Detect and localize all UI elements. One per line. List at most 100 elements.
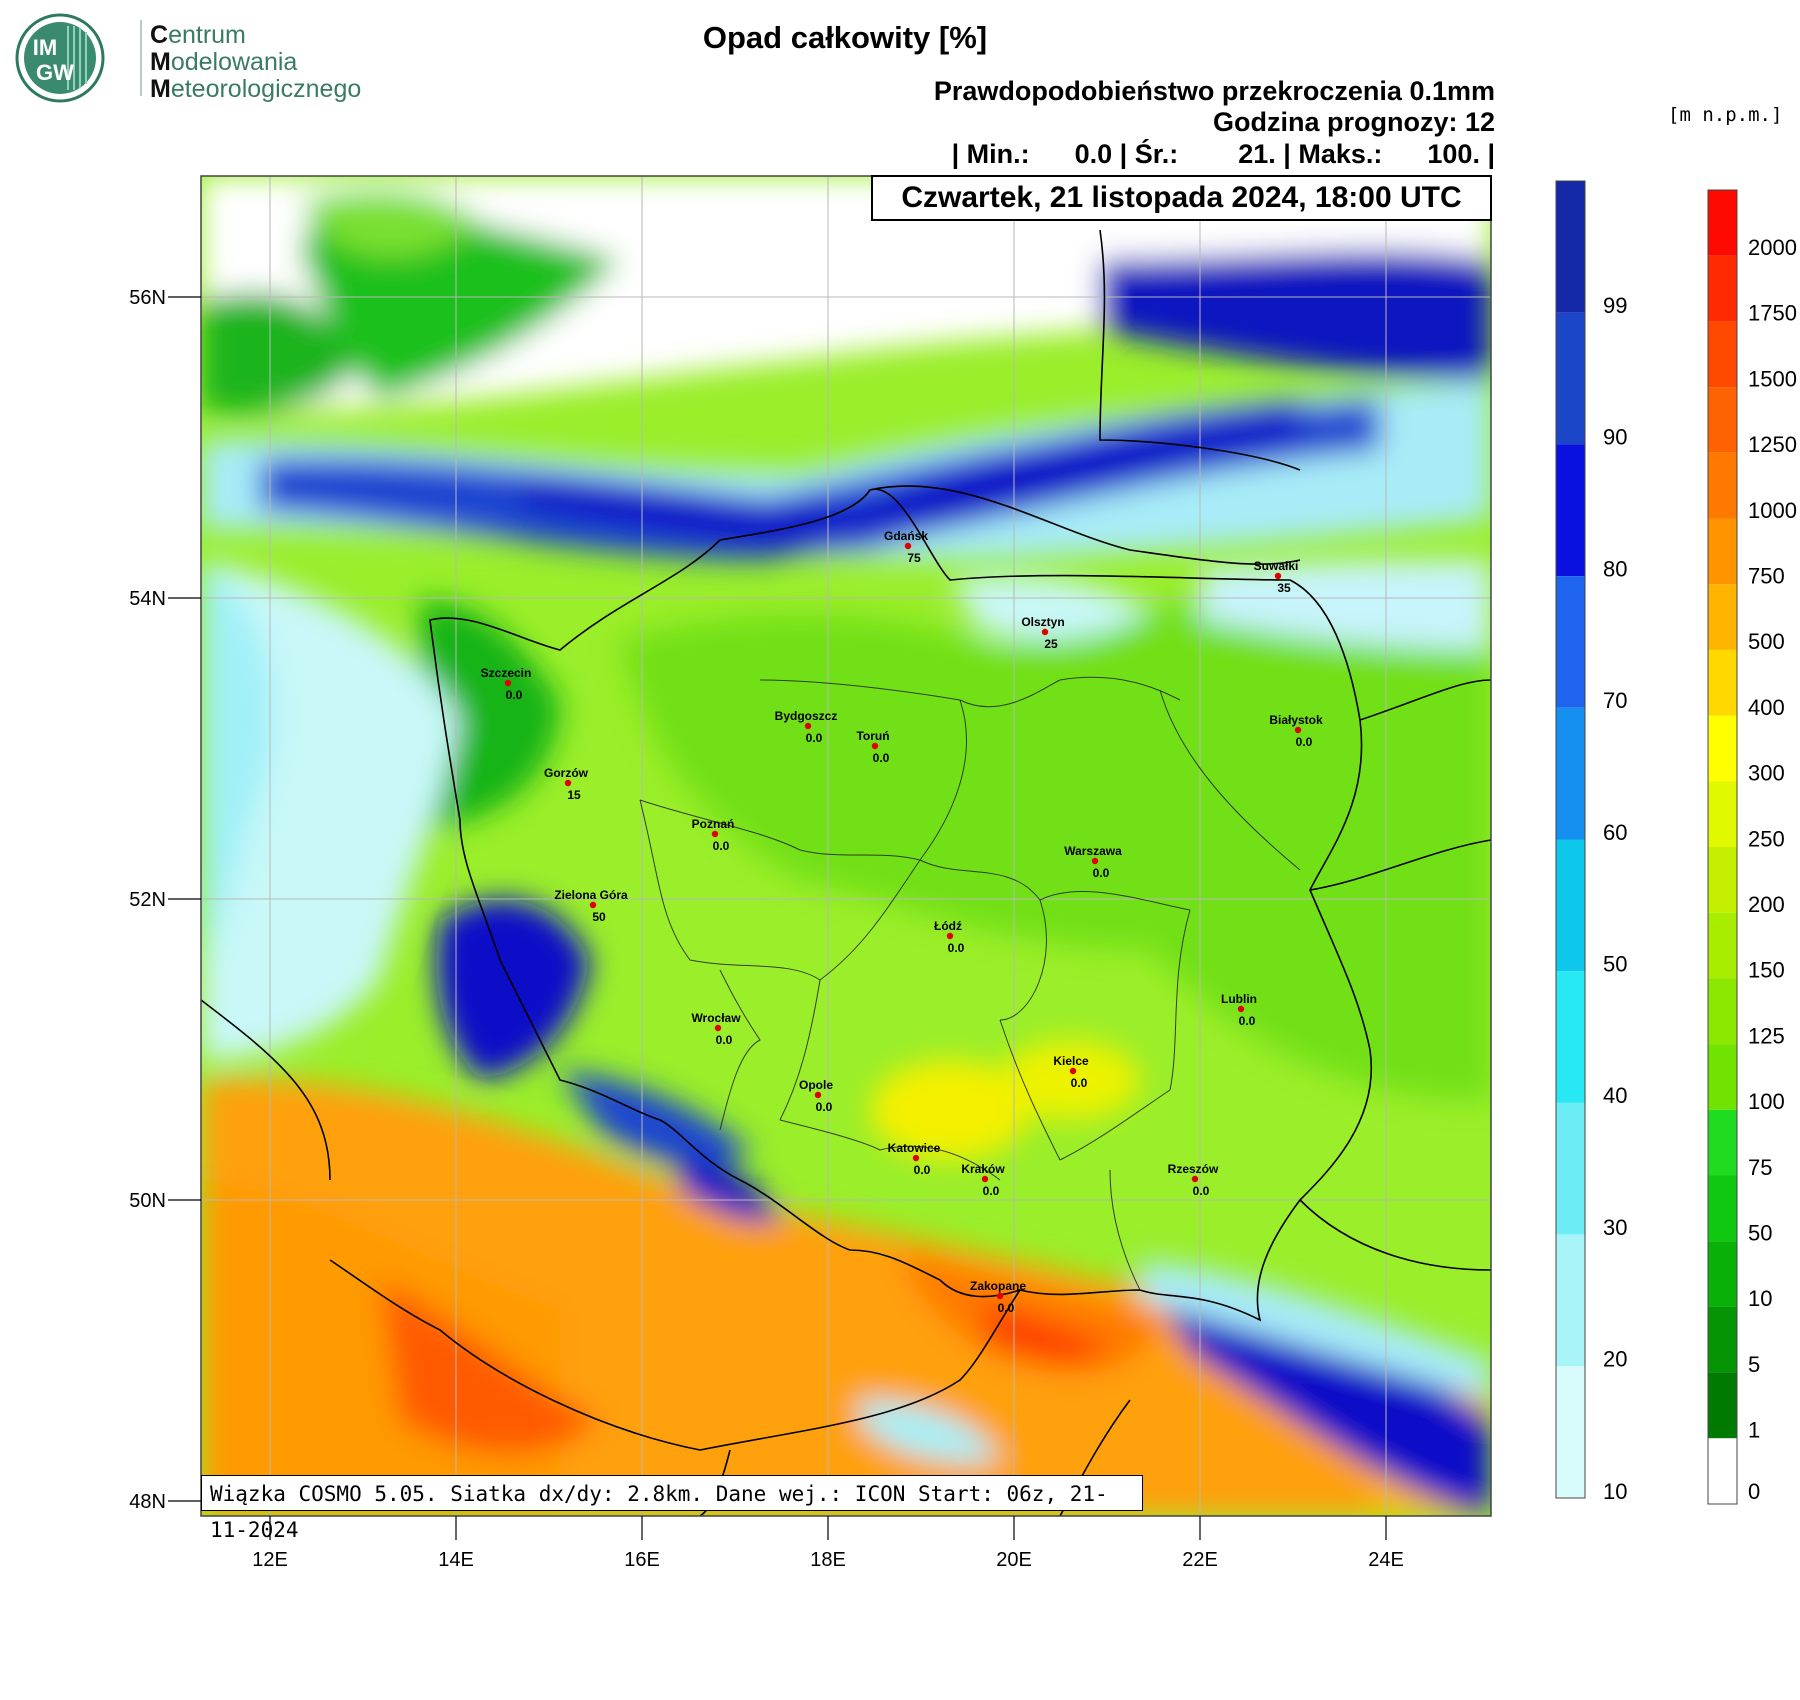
map-axes: 56N 54N 52N 50N 48N 12E 14E 16E 18E 20E 22E 24E bbox=[129, 287, 1404, 1571]
chart-title: Opad całkowity [%] bbox=[702, 20, 988, 55]
city-value: 35 bbox=[1277, 581, 1291, 595]
city-name: Rzeszów bbox=[1168, 1162, 1219, 1176]
city-dot bbox=[504, 679, 512, 687]
terrain-label: 150 bbox=[1748, 958, 1785, 983]
city-value: 0.0 bbox=[873, 751, 890, 765]
lon-label: 12E bbox=[252, 1549, 288, 1571]
precip-swatch bbox=[1556, 312, 1585, 445]
city-value: 75 bbox=[907, 551, 921, 565]
terrain-label: 10 bbox=[1748, 1286, 1772, 1311]
forecast-date: Czwartek, 21 listopada 2024, 18:00 UTC bbox=[871, 175, 1492, 221]
city-marker: Szczecin 0.0 bbox=[481, 666, 532, 702]
city-name: Gdańsk bbox=[884, 529, 928, 543]
city-marker: Rzeszów 0.0 bbox=[1168, 1162, 1219, 1198]
terrain-swatch bbox=[1708, 1044, 1737, 1110]
lat-label: 52N bbox=[129, 889, 166, 911]
precip-label: 99 bbox=[1603, 293, 1627, 318]
city-markers: Gdańsk75Suwałki35Olsztyn25Szczecin0.0Byd… bbox=[481, 529, 1323, 1315]
terrain-swatch bbox=[1708, 1175, 1737, 1242]
stats-line: | Min.: 0.0 | Śr.: 21. | Maks.: 100. | bbox=[951, 139, 1495, 169]
city-marker: Zakopane 0.0 bbox=[970, 1279, 1026, 1315]
map-frame bbox=[200, 175, 1492, 1517]
city-marker: Łódź 0.0 bbox=[934, 919, 965, 955]
lon-label: 22E bbox=[1182, 1549, 1218, 1571]
terrain-label: 1000 bbox=[1748, 498, 1797, 523]
city-value: 0.0 bbox=[716, 1033, 733, 1047]
city-value: 0.0 bbox=[506, 688, 523, 702]
terrain-label: 1500 bbox=[1748, 366, 1797, 391]
terrain-swatch bbox=[1708, 255, 1737, 322]
country-borders bbox=[201, 229, 1491, 1516]
terrain-swatch bbox=[1708, 584, 1737, 650]
logo-divider bbox=[140, 20, 142, 96]
terrain-label: 300 bbox=[1748, 761, 1785, 786]
city-value: 0.0 bbox=[1296, 735, 1313, 749]
terrain-label: 5 bbox=[1748, 1352, 1760, 1377]
city-name: Szczecin bbox=[481, 666, 532, 680]
terrain-swatch bbox=[1708, 1241, 1737, 1307]
city-marker: Warszawa 0.0 bbox=[1064, 844, 1122, 880]
terrain-label: 0 bbox=[1748, 1479, 1760, 1504]
city-dot bbox=[1069, 1067, 1077, 1075]
city-name: Katowice bbox=[888, 1141, 941, 1155]
city-name: Suwałki bbox=[1254, 559, 1299, 573]
city-marker: Poznań 0.0 bbox=[692, 817, 735, 853]
terrain-swatch bbox=[1708, 715, 1737, 782]
city-marker: Zielona Góra 50 bbox=[554, 888, 628, 924]
terrain-label: 400 bbox=[1748, 695, 1785, 720]
terrain-swatch bbox=[1708, 978, 1737, 1045]
city-value: 0.0 bbox=[1071, 1076, 1088, 1090]
precip-swatch bbox=[1556, 181, 1585, 313]
terrain-label: 2000 bbox=[1748, 235, 1797, 260]
city-value: 25 bbox=[1044, 637, 1058, 651]
map-field: Gdańsk75Suwałki35Olsztyn25Szczecin0.0Byd… bbox=[201, 176, 1491, 1516]
precip-swatch bbox=[1556, 1102, 1585, 1235]
city-dot bbox=[564, 779, 572, 787]
imgw-badge-icon: IM GW bbox=[15, 13, 105, 103]
chart-subtitle: Prawdopodobieństwo przekroczenia 0.1mm bbox=[933, 76, 1495, 106]
terrain-swatch bbox=[1708, 649, 1737, 716]
terrain-swatch bbox=[1708, 781, 1737, 847]
city-dot bbox=[1191, 1175, 1199, 1183]
terrain-swatch bbox=[1708, 321, 1737, 388]
lon-label: 24E bbox=[1368, 1549, 1404, 1571]
lon-label: 18E bbox=[810, 1549, 846, 1571]
city-dot bbox=[1091, 857, 1099, 865]
city-name: Wrocław bbox=[691, 1011, 741, 1025]
precip-label: 40 bbox=[1603, 1083, 1627, 1108]
lat-label: 48N bbox=[129, 1491, 166, 1513]
terrain-swatch bbox=[1708, 190, 1737, 256]
imgw-logo: IM GW bbox=[10, 10, 380, 110]
logo-text: Centrum Modelowania Meteorologicznego bbox=[150, 22, 361, 103]
terrain-swatch bbox=[1708, 912, 1737, 979]
city-dot bbox=[804, 722, 812, 730]
terrain-label: 1750 bbox=[1748, 301, 1797, 326]
precip-label: 50 bbox=[1603, 952, 1627, 977]
terrain-swatch bbox=[1708, 452, 1737, 519]
city-value: 0.0 bbox=[1193, 1184, 1210, 1198]
city-dot bbox=[996, 1292, 1004, 1300]
city-dot bbox=[1274, 572, 1282, 580]
city-marker: Białystok 0.0 bbox=[1269, 713, 1323, 749]
terrain-swatch bbox=[1708, 518, 1737, 585]
city-name: Kraków bbox=[961, 1162, 1005, 1176]
terrain-label: 125 bbox=[1748, 1023, 1785, 1048]
city-value: 0.0 bbox=[914, 1163, 931, 1177]
model-info: Wiązka COSMO 5.05. Siatka dx/dy: 2.8km. … bbox=[201, 1475, 1143, 1542]
city-name: Bydgoszcz bbox=[775, 709, 838, 723]
city-value: 0.0 bbox=[998, 1301, 1015, 1315]
terrain-swatch bbox=[1708, 1109, 1737, 1176]
precip-swatch bbox=[1556, 1234, 1585, 1367]
city-value: 0.0 bbox=[816, 1100, 833, 1114]
city-value: 0.0 bbox=[1093, 866, 1110, 880]
terrain-unit-label: [m n.p.m.] bbox=[1668, 104, 1783, 126]
logo-line2: odelowania bbox=[170, 48, 298, 76]
lat-label: 50N bbox=[129, 1190, 166, 1212]
city-dot bbox=[981, 1175, 989, 1183]
city-value: 0.0 bbox=[806, 731, 823, 745]
city-value: 50 bbox=[592, 910, 606, 924]
precip-label: 90 bbox=[1603, 425, 1627, 450]
precip-label: 60 bbox=[1603, 820, 1627, 845]
city-marker: Toruń 0.0 bbox=[856, 729, 889, 765]
city-marker: Gorzów 15 bbox=[544, 766, 589, 802]
